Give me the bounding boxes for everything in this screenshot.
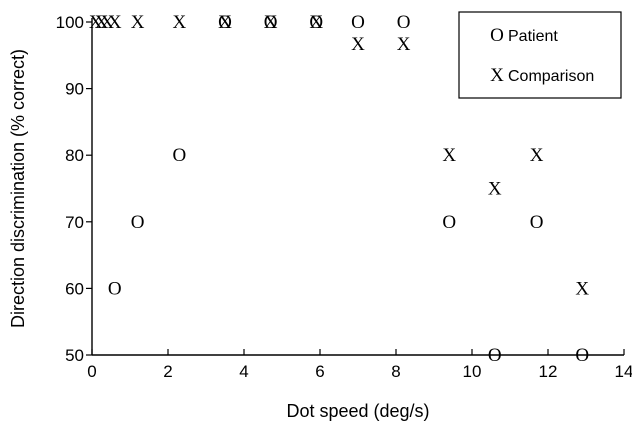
axes bbox=[91, 18, 624, 356]
x-tick-label: 4 bbox=[239, 362, 248, 381]
legend-marker-comparison: X bbox=[490, 65, 504, 86]
y-tick-label: 70 bbox=[65, 213, 84, 232]
point-patient: O bbox=[488, 345, 502, 366]
point-comparison: X bbox=[173, 12, 187, 33]
x-tick-label: 0 bbox=[87, 362, 96, 381]
y-tick-label: 100 bbox=[56, 13, 84, 32]
y-tick-label: 60 bbox=[65, 279, 84, 298]
x-tick-label: 6 bbox=[315, 362, 324, 381]
x-axis-title: Dot speed (deg/s) bbox=[286, 401, 429, 421]
point-patient: O bbox=[218, 12, 232, 33]
point-comparison: X bbox=[309, 12, 323, 33]
point-patient: O bbox=[264, 12, 278, 33]
point-patient: O bbox=[442, 212, 456, 233]
point-comparison: X bbox=[264, 12, 278, 33]
y-tick-label: 90 bbox=[65, 80, 84, 99]
legend: O Patient X Comparison bbox=[458, 11, 622, 99]
point-comparison: X bbox=[131, 12, 145, 33]
x-tick-label: 8 bbox=[391, 362, 400, 381]
point-patient: O bbox=[131, 212, 145, 233]
y-tick-label: 50 bbox=[65, 346, 84, 365]
legend-box bbox=[458, 11, 622, 99]
point-patient: O bbox=[108, 278, 122, 299]
x-tick-label: 10 bbox=[463, 362, 482, 381]
x-tick-label: 2 bbox=[163, 362, 172, 381]
y-tick-label: 80 bbox=[65, 146, 84, 165]
point-patient: O bbox=[530, 212, 544, 233]
x-tick-label: 12 bbox=[539, 362, 558, 381]
point-comparison: X bbox=[442, 145, 456, 166]
legend-marker-patient: O bbox=[490, 25, 504, 46]
point-comparison: X bbox=[575, 278, 589, 299]
legend-label-comparison: Comparison bbox=[508, 68, 594, 85]
point-comparison: X bbox=[108, 12, 122, 33]
legend-label-patient: Patient bbox=[508, 28, 558, 45]
x-ticks: 0 2 4 6 8 10 12 14 bbox=[87, 349, 632, 381]
point-patient: O bbox=[575, 345, 589, 366]
y-axis-title: Direction discrimination (% correct) bbox=[8, 49, 28, 328]
point-patient: O bbox=[173, 145, 187, 166]
point-comparison: X bbox=[397, 34, 411, 55]
x-tick-label: 14 bbox=[615, 362, 632, 381]
point-comparison: X bbox=[100, 12, 114, 33]
point-comparison: X bbox=[530, 145, 544, 166]
point-patient: O bbox=[351, 12, 365, 33]
point-comparison: X bbox=[351, 34, 365, 55]
point-patient: O bbox=[397, 12, 411, 33]
point-comparison: X bbox=[95, 12, 109, 33]
y-ticks: 50 60 70 80 90 100 bbox=[56, 13, 92, 365]
point-comparison: X bbox=[488, 179, 502, 200]
point-comparison: X bbox=[89, 12, 103, 33]
point-comparison: X bbox=[218, 12, 232, 33]
point-patient: O bbox=[309, 12, 323, 33]
